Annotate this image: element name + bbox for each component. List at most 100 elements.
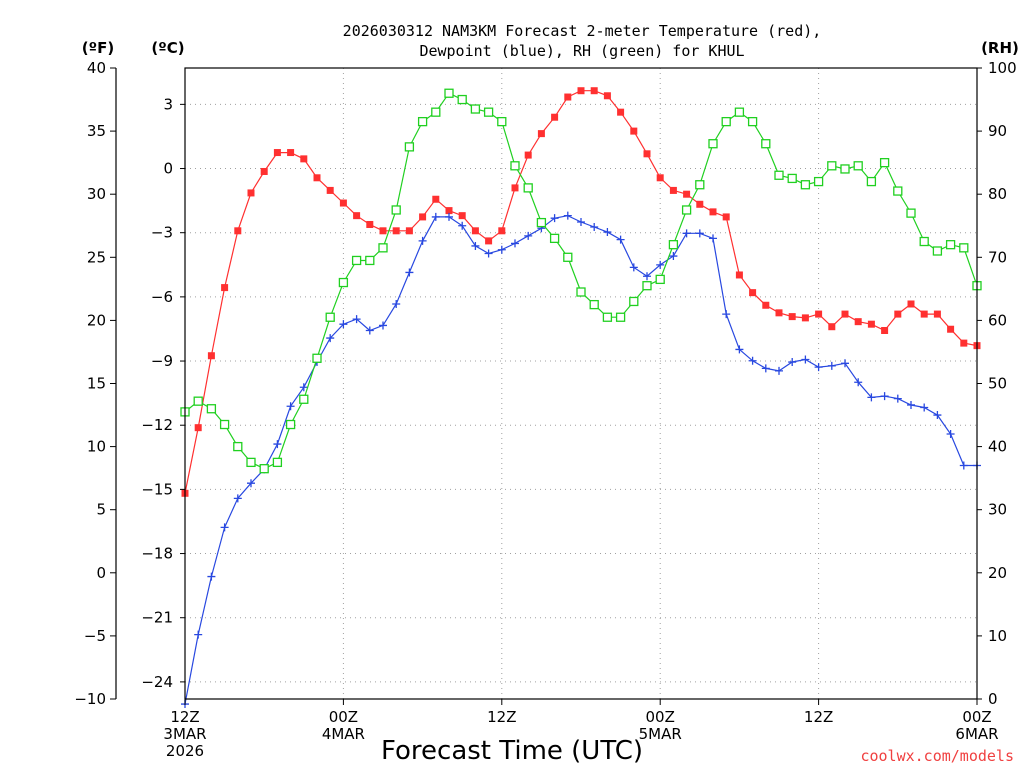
temperature-point	[537, 130, 545, 138]
chart-title-line1: 2026030312 NAM3KM Forecast 2-meter Tempe…	[343, 22, 822, 40]
dewpoint-point	[959, 461, 968, 470]
x-tick-label: 2026	[166, 742, 204, 760]
rh-point	[827, 161, 837, 171]
temperature-point	[722, 213, 730, 221]
rh-point	[457, 94, 467, 105]
rh-point	[813, 176, 824, 187]
temperature-point	[709, 208, 717, 216]
temperature-point	[260, 167, 268, 175]
temperature-point	[854, 318, 862, 326]
dewpoint-point	[484, 249, 493, 258]
temperature-point	[551, 113, 559, 121]
rh-point	[338, 277, 349, 288]
rh-point	[219, 419, 230, 430]
x-tick-label: 3MAR	[163, 725, 206, 743]
rh-point	[629, 296, 639, 307]
dewpoint-point	[445, 212, 453, 221]
rh-point	[668, 240, 679, 250]
temperature-point	[881, 326, 889, 334]
temperature-point	[326, 186, 334, 194]
rh-point	[589, 299, 599, 310]
temperature-point	[894, 310, 902, 318]
temperature-point	[339, 199, 347, 207]
temperature-point	[630, 127, 638, 135]
fahrenheit-tick-label: −10	[74, 690, 106, 708]
celsius-tick-label: 3	[163, 95, 173, 113]
dewpoint-point	[220, 523, 229, 532]
rh-tick-label: 0	[988, 690, 998, 708]
temperature-point	[511, 184, 519, 192]
rh-point	[312, 353, 322, 363]
x-tick-label: 5MAR	[639, 725, 682, 743]
temperature-point	[392, 227, 400, 235]
celsius-tick-label: −6	[151, 288, 173, 306]
rh-point	[655, 274, 665, 285]
rh-point	[272, 457, 283, 468]
fahrenheit-tick-label: −5	[84, 627, 106, 645]
dewpoint-point	[695, 229, 704, 238]
dewpoint-point	[788, 358, 797, 367]
celsius-tick-label: −21	[141, 609, 173, 627]
dewpoint-point	[603, 228, 612, 237]
temperature-point	[313, 174, 321, 182]
rh-point	[761, 139, 771, 149]
dewpoint-point	[431, 212, 440, 221]
celsius-axis-label: (ºC)	[151, 39, 184, 57]
rh-point	[391, 205, 401, 215]
x-tick-label: 4MAR	[322, 725, 365, 743]
dewpoint-point	[722, 310, 731, 319]
rh-point	[470, 104, 481, 114]
temperature-point	[841, 310, 849, 318]
dewpoint-point	[392, 299, 401, 308]
rh-point	[695, 180, 705, 190]
temperature-point	[960, 339, 968, 347]
temperature-point	[207, 352, 215, 360]
fahrenheit-tick-label: 5	[96, 501, 106, 519]
rh-tick-label: 40	[988, 438, 1007, 456]
rh-tick-label: 60	[988, 311, 1007, 329]
fahrenheit-tick-label: 35	[87, 122, 106, 140]
celsius-tick-label: −12	[141, 416, 173, 434]
rh-point	[906, 208, 916, 218]
axes: −10−50510152025303540−24−21−18−15−12−9−6…	[74, 59, 1016, 760]
temperature-point	[221, 284, 229, 292]
rh-point	[681, 205, 692, 215]
fahrenheit-tick-label: 10	[87, 438, 106, 456]
dewpoint-point	[946, 429, 955, 438]
x-tick-label: 12Z	[170, 708, 199, 726]
rh-point	[932, 246, 943, 256]
rh-point	[523, 183, 533, 193]
temperature-point	[564, 93, 572, 101]
rh-point	[840, 164, 850, 174]
rh-point	[536, 217, 547, 228]
celsius-tick-label: 0	[163, 160, 173, 178]
rh-point	[325, 312, 335, 322]
temperature-point	[828, 323, 836, 331]
temperature-point	[445, 207, 453, 215]
temperature-point	[735, 271, 743, 279]
temperature-point	[498, 227, 506, 235]
fahrenheit-tick-label: 25	[87, 248, 106, 266]
rh-line	[184, 92, 978, 470]
rh-point	[959, 243, 969, 253]
fahrenheit-axis-label: (ºF)	[82, 39, 114, 57]
temperature-point	[485, 237, 493, 245]
temperature-point	[801, 314, 809, 322]
dewpoint-point	[709, 234, 717, 243]
dewpoint-point	[577, 217, 585, 226]
rh-point	[642, 281, 652, 291]
rh-point	[747, 116, 758, 127]
rh-point	[510, 161, 520, 171]
temperature-point	[617, 108, 625, 116]
rh-point	[193, 396, 203, 406]
dewpoint-point	[801, 355, 810, 364]
dewpoint-point	[748, 356, 757, 365]
temperature-point	[683, 190, 691, 198]
rh-tick-label: 100	[988, 59, 1017, 77]
temperature-point	[458, 212, 466, 220]
rh-tick-label: 50	[988, 375, 1007, 393]
rh-tick-label: 20	[988, 564, 1007, 582]
dewpoint-point	[616, 235, 625, 244]
dewpoint-point	[735, 345, 744, 354]
